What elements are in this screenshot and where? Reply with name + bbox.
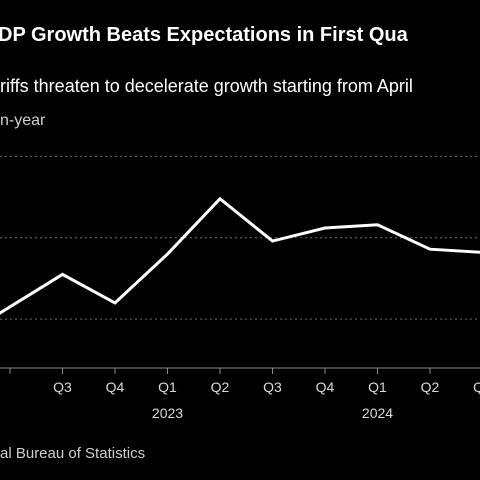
source-note: al Bureau of Statistics: [0, 445, 146, 462]
unit-label: n-year: [0, 112, 46, 129]
x-tick-label: Q3: [263, 379, 282, 395]
chart-subtitle: riffs threaten to decelerate growth star…: [0, 76, 413, 96]
x-tick-label: Q3: [473, 379, 480, 395]
x-tick-label: Q2: [211, 379, 230, 395]
x-tick-label: Q4: [106, 379, 125, 395]
x-tick-label: Q4: [316, 379, 335, 395]
x-axis-ticks: [9, 368, 431, 374]
year-label: 2024: [362, 405, 393, 421]
x-tick-label: Q1: [158, 379, 177, 395]
series-lines: [0, 196, 480, 315]
gridlines: [0, 155, 480, 320]
x-tick-label: Q1: [368, 379, 387, 395]
x-tick-label: Q2: [421, 379, 440, 395]
x-tick-label: Q3: [53, 379, 72, 395]
x-axis-labels: Q3 Q4 Q1 Q2 Q3 Q4 Q1 Q2 Q3 2023 2024: [53, 379, 480, 421]
series-line-0: [0, 196, 480, 315]
year-label: 2023: [152, 405, 183, 421]
chart-title: DP Growth Beats Expectations in First Qu…: [0, 24, 408, 46]
